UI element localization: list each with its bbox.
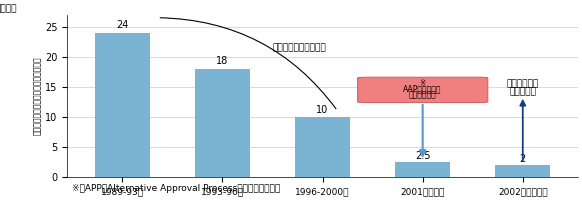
- Text: 24: 24: [116, 20, 129, 30]
- Y-axis label: 勧告作成から勧告型の承認までの期間: 勧告作成から勧告型の承認までの期間: [33, 57, 42, 135]
- Bar: [295, 117, 350, 177]
- Text: 10: 10: [317, 105, 329, 115]
- Text: 最低必要であった期間: 最低必要であった期間: [272, 43, 327, 52]
- Text: ※: ※: [420, 79, 426, 88]
- Bar: [495, 165, 551, 177]
- Text: （月数）: （月数）: [0, 4, 17, 13]
- Text: 勧告が承認: 勧告が承認: [509, 87, 536, 96]
- Bar: [195, 69, 250, 177]
- Text: 2.5: 2.5: [415, 151, 431, 161]
- Bar: [95, 33, 150, 177]
- Text: ※　APP：Alternative Approval Process（代替承認手続）: ※ APP：Alternative Approval Process（代替承認手…: [72, 184, 281, 193]
- Text: AAP導入による: AAP導入による: [403, 84, 442, 93]
- FancyBboxPatch shape: [357, 77, 488, 103]
- Bar: [395, 162, 450, 177]
- Text: 平均２か月で: 平均２か月で: [507, 80, 539, 89]
- Text: 2: 2: [520, 154, 526, 164]
- Text: 18: 18: [217, 56, 229, 66]
- Text: 期間短縮効果: 期間短縮効果: [409, 91, 436, 100]
